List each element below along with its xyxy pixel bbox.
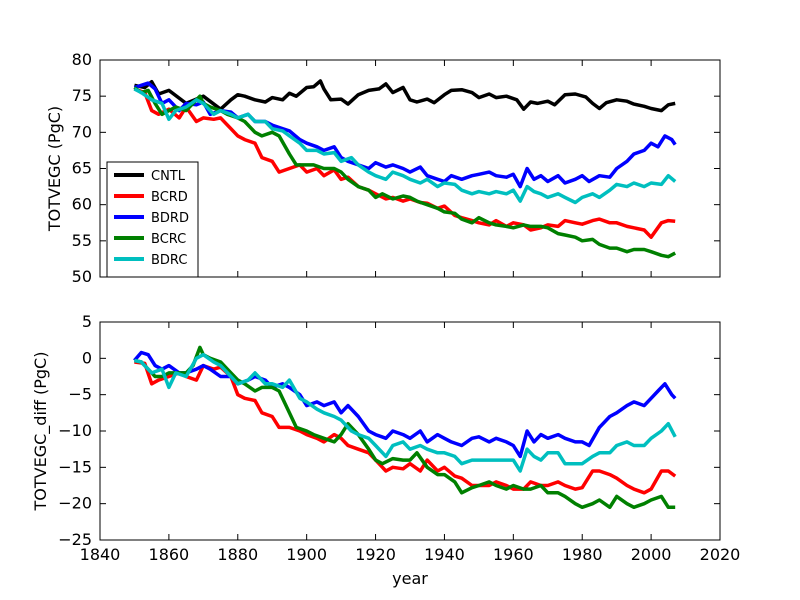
x-tick-label: 1960 (493, 545, 534, 564)
y-tick-label: 0 (82, 348, 92, 367)
series-line-bcrd (134, 360, 677, 495)
bottom-panel: −25 −20 −15 −10 −5 0 5 1840 1860 1880 1900 1920 1940… (31, 312, 740, 588)
x-tick-label: 1880 (217, 545, 258, 564)
y-tick-label: −10 (58, 421, 92, 440)
legend-label-bdrd: BDRD (151, 211, 189, 226)
y-tick-label: 55 (72, 231, 92, 250)
legend-label-bcrc: BCRC (151, 232, 186, 247)
series-line-bdrd (133, 81, 677, 189)
legend-label-bcrd: BCRD (151, 190, 188, 205)
y-tick-label: 70 (72, 122, 92, 141)
y-tick-label: −15 (58, 457, 92, 476)
x-tick-label: 2020 (700, 545, 741, 564)
series-line-bcrd (133, 87, 676, 239)
y-tick-label: 65 (72, 159, 92, 178)
y-tick-label: −20 (58, 494, 92, 513)
y-axis-label: TOTVEGC_diff (PgC) (31, 352, 51, 512)
y-tick-label: 60 (72, 195, 92, 214)
x-tick-label: 1980 (562, 545, 603, 564)
series-line-bdrd (133, 350, 677, 459)
x-tick-label: 1860 (149, 545, 190, 564)
legend: CNTL BCRD BDRD BCRC BDRC (106, 161, 199, 278)
x-tick-label: 2000 (631, 545, 672, 564)
legend-label-bdrc: BDRC (151, 253, 187, 268)
legend-label-cntl: CNTL (151, 169, 186, 184)
y-tick-label: −25 (58, 530, 92, 549)
x-tick-label: 1940 (424, 545, 465, 564)
x-tick-label: 1900 (286, 545, 327, 564)
y-tick-label: 80 (72, 50, 92, 69)
x-tick-label: 1840 (80, 545, 121, 564)
y-axis-label: TOTVEGC (PgC) (45, 106, 64, 232)
y-tick-label: 50 (72, 267, 92, 286)
series-line-bdrc (134, 352, 677, 473)
x-axis-label: year (392, 569, 428, 588)
x-tick-label: 1920 (355, 545, 396, 564)
axes-frame (99, 321, 721, 541)
series-line-cntl (134, 79, 676, 113)
series-line-bdrc (133, 87, 677, 205)
y-tick-label: −5 (68, 385, 92, 404)
series-line-bcrc (133, 86, 677, 259)
y-tick-label: 75 (72, 86, 92, 105)
y-tick-label: 5 (82, 312, 92, 331)
top-panel: 50 55 60 65 70 75 80 TOTVEGC (PgC) CNTL BCRD BDRD B… (45, 50, 721, 286)
